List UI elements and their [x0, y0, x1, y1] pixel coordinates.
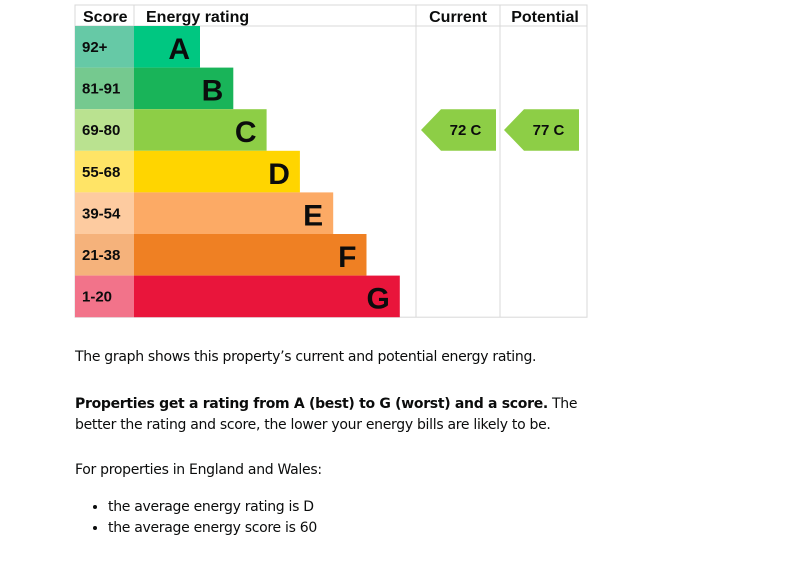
band-letter-D: D	[268, 158, 290, 191]
current-rating-arrow	[421, 109, 496, 151]
potential-rating-label: 77 C	[533, 122, 565, 139]
band-bar-E	[134, 192, 334, 234]
score-cell-E	[75, 192, 134, 234]
england-wales-intro: For properties in England and Wales:	[75, 462, 322, 478]
band-letter-A: A	[168, 33, 190, 66]
averages-list: the average energy rating is D the avera…	[75, 497, 317, 539]
score-cell-G	[75, 275, 134, 318]
header-score: Score	[83, 9, 128, 26]
band-letter-C: C	[235, 116, 257, 149]
band-bar-G	[134, 275, 400, 318]
rating-explanation-bold: Properties get a rating from A (best) to…	[75, 396, 548, 412]
band-letter-F: F	[338, 241, 356, 274]
average-score-item: the average energy score is 60	[108, 518, 317, 539]
band-bar-B	[134, 67, 234, 110]
score-cell-B	[75, 67, 134, 110]
score-cell-F	[75, 234, 134, 276]
band-bar-F	[134, 234, 367, 276]
potential-rating-arrow	[504, 109, 579, 151]
band-bar-C	[134, 109, 267, 151]
band-bar-D	[134, 150, 300, 193]
score-cell-D	[75, 150, 134, 193]
average-rating-item: the average energy rating is D	[108, 497, 317, 518]
current-rating-label: 72 C	[450, 122, 482, 139]
header-potential: Potential	[511, 9, 579, 26]
rating-explanation-rest: The better the rating and score, the low…	[75, 396, 578, 433]
score-range-D: 55-68	[82, 164, 120, 181]
score-cell-C	[75, 109, 134, 151]
score-cell-A	[75, 26, 134, 68]
score-range-A: 92+	[82, 39, 108, 56]
score-range-B: 81-91	[82, 81, 120, 98]
band-letter-E: E	[303, 199, 323, 232]
score-range-C: 69-80	[82, 122, 120, 139]
header-energy-rating: Energy rating	[146, 9, 249, 26]
band-bar-A	[134, 26, 200, 68]
score-range-E: 39-54	[82, 205, 121, 222]
band-letter-B: B	[202, 75, 224, 108]
rating-explanation: Properties get a rating from A (best) to…	[75, 394, 595, 436]
band-letter-G: G	[366, 283, 389, 316]
score-range-F: 21-38	[82, 247, 120, 264]
score-range-G: 1-20	[82, 289, 112, 306]
header-current: Current	[429, 9, 487, 26]
energy-rating-chart: Score Energy rating Current Potential 92+ A 81…	[74, 4, 588, 318]
graph-description: The graph shows this property’s current …	[75, 349, 537, 365]
